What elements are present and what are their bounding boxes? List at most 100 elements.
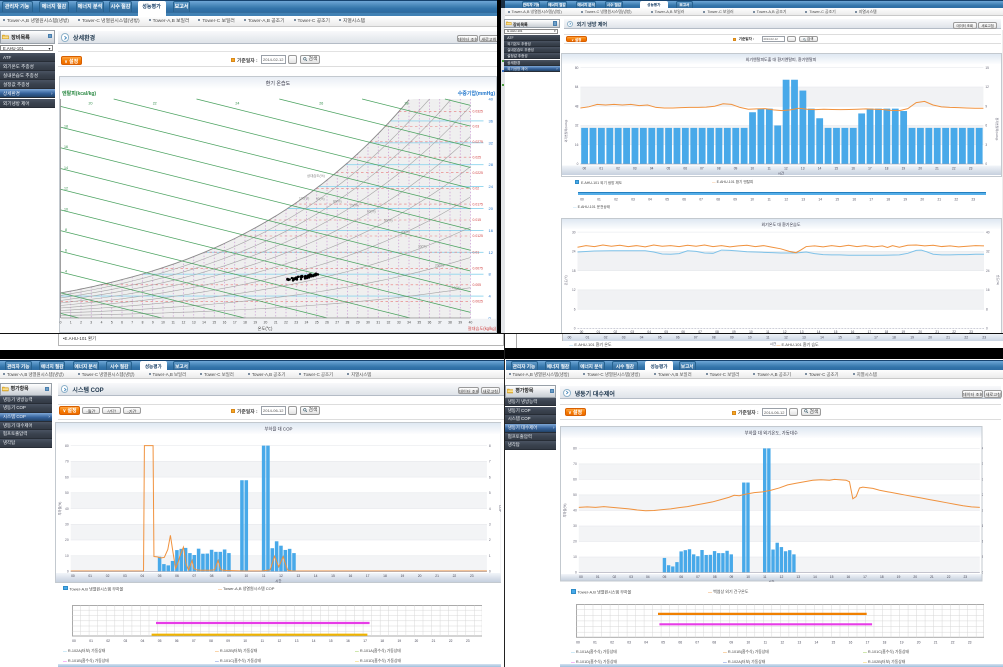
svg-text:2: 2 xyxy=(80,321,82,325)
svg-text:환기 온습도: 환기 온습도 xyxy=(266,80,291,87)
svg-text:60(%): 60(%) xyxy=(367,210,376,214)
svg-text:22: 22 xyxy=(153,102,157,106)
svg-text:09: 09 xyxy=(730,575,734,579)
svg-text:09: 09 xyxy=(730,336,734,340)
svg-text:08: 08 xyxy=(711,336,715,340)
svg-text:14: 14 xyxy=(313,574,317,578)
svg-text:08: 08 xyxy=(209,574,213,578)
svg-text:0.0175: 0.0175 xyxy=(473,202,483,206)
svg-text:외기엔탈피도출 대 환기엔탈피, 환기엔탈피: 외기엔탈피도출 대 환기엔탈피, 환기엔탈피 xyxy=(745,56,816,62)
svg-text:13: 13 xyxy=(294,639,298,643)
svg-text:07: 07 xyxy=(695,640,699,644)
svg-text:15: 15 xyxy=(830,575,834,579)
svg-text:30: 30 xyxy=(573,524,577,528)
svg-text:14: 14 xyxy=(814,640,818,644)
svg-text:15: 15 xyxy=(331,574,335,578)
svg-text:09: 09 xyxy=(733,197,737,201)
svg-text:40: 40 xyxy=(573,509,577,513)
svg-text:부하율(%): 부하율(%) xyxy=(56,502,61,516)
svg-text:10: 10 xyxy=(982,540,983,544)
svg-text:7: 7 xyxy=(131,321,133,325)
svg-text:6: 6 xyxy=(488,475,490,479)
svg-text:14: 14 xyxy=(818,197,822,201)
svg-text:12: 12 xyxy=(277,639,281,643)
svg-text:05: 05 xyxy=(657,336,661,340)
svg-text:06: 06 xyxy=(175,574,179,578)
svg-text:70(%): 70(%) xyxy=(350,203,359,207)
svg-text:11: 11 xyxy=(767,167,771,171)
svg-text:0.02: 0.02 xyxy=(473,187,480,191)
svg-text:05: 05 xyxy=(664,330,668,334)
svg-text:23: 23 xyxy=(466,639,470,643)
svg-text:30: 30 xyxy=(982,478,983,482)
svg-text:23: 23 xyxy=(469,574,473,578)
svg-text:00: 00 xyxy=(582,167,586,171)
svg-text:40: 40 xyxy=(65,507,69,511)
svg-text:9: 9 xyxy=(152,321,154,325)
svg-text:36: 36 xyxy=(428,321,432,325)
svg-text:외기온도 대 환기온습도: 외기온도 대 환기온습도 xyxy=(761,221,800,227)
svg-text:0.0325: 0.0325 xyxy=(473,110,483,114)
svg-text:29: 29 xyxy=(356,321,360,325)
svg-text:04: 04 xyxy=(649,167,653,171)
svg-text:12: 12 xyxy=(783,330,787,334)
svg-text:13: 13 xyxy=(801,167,805,171)
svg-text:00: 00 xyxy=(579,575,583,579)
svg-text:36: 36 xyxy=(489,118,494,123)
svg-text:6: 6 xyxy=(121,321,123,325)
svg-text:30: 30 xyxy=(65,522,69,526)
svg-text:0.01: 0.01 xyxy=(473,250,480,254)
svg-text:22: 22 xyxy=(452,574,456,578)
svg-text:32: 32 xyxy=(986,249,990,253)
svg-text:80: 80 xyxy=(574,66,578,70)
svg-text:15: 15 xyxy=(212,321,216,325)
svg-text:14: 14 xyxy=(311,639,315,643)
svg-text:02: 02 xyxy=(614,197,618,201)
svg-text:16: 16 xyxy=(346,639,350,643)
svg-text:26: 26 xyxy=(325,321,329,325)
svg-text:0.015: 0.015 xyxy=(473,218,482,222)
svg-text:01: 01 xyxy=(593,640,597,644)
svg-text:11: 11 xyxy=(766,330,770,334)
svg-text:10: 10 xyxy=(749,330,753,334)
svg-text:32: 32 xyxy=(489,140,494,145)
svg-text:20(%): 20(%) xyxy=(435,263,444,267)
svg-text:1: 1 xyxy=(488,554,490,558)
svg-text:12: 12 xyxy=(64,187,68,191)
svg-text:12: 12 xyxy=(182,321,186,325)
svg-text:0.005: 0.005 xyxy=(473,283,482,287)
svg-text:8: 8 xyxy=(489,272,492,277)
svg-text:20: 20 xyxy=(918,330,922,334)
svg-text:35: 35 xyxy=(982,462,983,466)
svg-text:02: 02 xyxy=(613,575,617,579)
svg-text:수증기압(mmHg): 수증기압(mmHg) xyxy=(458,90,496,97)
svg-text:8: 8 xyxy=(488,444,490,448)
svg-text:16: 16 xyxy=(852,197,856,201)
svg-text:외기엔탈피(kJ/kg): 외기엔탈피(kJ/kg) xyxy=(563,120,568,143)
svg-text:21: 21 xyxy=(934,640,938,644)
svg-text:04: 04 xyxy=(639,336,643,340)
svg-text:20: 20 xyxy=(489,206,494,211)
svg-text:0: 0 xyxy=(573,326,575,330)
svg-text:02: 02 xyxy=(603,336,607,340)
svg-text:26: 26 xyxy=(319,102,323,106)
svg-text:23: 23 xyxy=(971,197,975,201)
svg-text:06: 06 xyxy=(681,330,685,334)
svg-text:01: 01 xyxy=(88,574,92,578)
svg-text:0: 0 xyxy=(66,570,68,574)
svg-text:33: 33 xyxy=(397,321,401,325)
svg-text:18: 18 xyxy=(880,575,884,579)
svg-text:24: 24 xyxy=(572,249,576,253)
svg-text:00: 00 xyxy=(567,336,571,340)
svg-text:20: 20 xyxy=(914,575,918,579)
svg-text:12: 12 xyxy=(985,85,989,89)
svg-text:16: 16 xyxy=(574,143,578,147)
svg-text:19: 19 xyxy=(400,574,404,578)
svg-text:20: 20 xyxy=(417,574,421,578)
svg-text:시간: 시간 xyxy=(275,578,281,583)
svg-text:06: 06 xyxy=(680,575,684,579)
svg-text:3: 3 xyxy=(985,143,987,147)
svg-text:08: 08 xyxy=(717,167,721,171)
svg-text:11: 11 xyxy=(260,639,264,643)
svg-text:0.0125: 0.0125 xyxy=(473,234,483,238)
